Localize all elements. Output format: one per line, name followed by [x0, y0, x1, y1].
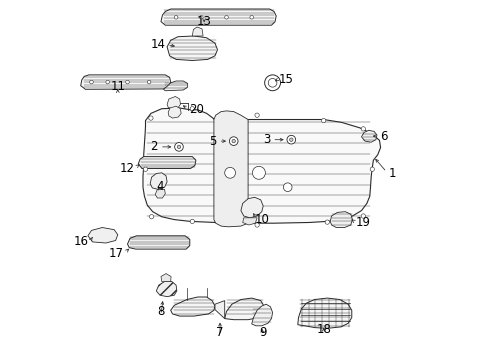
Text: 16: 16: [74, 235, 89, 248]
Polygon shape: [170, 297, 215, 316]
Circle shape: [268, 78, 276, 87]
Circle shape: [264, 75, 280, 91]
Polygon shape: [215, 301, 224, 319]
Text: 20: 20: [188, 103, 203, 116]
Text: 4: 4: [156, 180, 163, 193]
Circle shape: [369, 167, 374, 171]
Text: 14: 14: [150, 38, 165, 51]
Text: 2: 2: [150, 140, 158, 153]
Polygon shape: [168, 106, 181, 118]
Text: 11: 11: [110, 80, 125, 93]
Polygon shape: [127, 236, 189, 249]
Polygon shape: [167, 36, 217, 60]
Circle shape: [249, 15, 253, 19]
Circle shape: [199, 15, 203, 19]
Circle shape: [177, 145, 181, 149]
Text: 17: 17: [109, 247, 123, 260]
Circle shape: [190, 107, 194, 111]
Circle shape: [125, 80, 129, 84]
Text: 3: 3: [263, 133, 270, 146]
Circle shape: [229, 137, 238, 145]
Circle shape: [174, 143, 183, 151]
Polygon shape: [192, 27, 203, 36]
Polygon shape: [81, 75, 170, 89]
Text: 10: 10: [254, 213, 269, 226]
Polygon shape: [150, 173, 167, 189]
Circle shape: [321, 118, 325, 123]
Polygon shape: [138, 157, 196, 168]
Polygon shape: [242, 218, 257, 225]
Polygon shape: [88, 228, 118, 243]
Circle shape: [190, 219, 194, 224]
Circle shape: [174, 15, 178, 19]
Polygon shape: [161, 9, 276, 25]
Circle shape: [254, 113, 259, 117]
Circle shape: [143, 167, 147, 171]
Circle shape: [224, 167, 235, 178]
Circle shape: [106, 80, 109, 84]
Polygon shape: [161, 274, 171, 282]
Circle shape: [89, 80, 93, 84]
Text: 6: 6: [380, 130, 387, 143]
Polygon shape: [167, 96, 180, 109]
Polygon shape: [155, 189, 165, 198]
Text: 7: 7: [216, 326, 224, 339]
Polygon shape: [297, 298, 351, 328]
Text: 1: 1: [387, 167, 395, 180]
Circle shape: [254, 223, 259, 227]
Circle shape: [286, 135, 295, 144]
Polygon shape: [156, 282, 177, 297]
Circle shape: [231, 139, 235, 143]
Circle shape: [325, 220, 329, 224]
Text: 19: 19: [355, 216, 369, 229]
Circle shape: [224, 15, 228, 19]
Polygon shape: [251, 304, 272, 326]
Circle shape: [283, 183, 291, 192]
Text: 12: 12: [120, 162, 134, 175]
Text: 18: 18: [316, 323, 330, 336]
Circle shape: [149, 215, 153, 219]
Circle shape: [148, 116, 153, 120]
Polygon shape: [329, 212, 352, 228]
Text: 15: 15: [278, 73, 293, 86]
Polygon shape: [142, 108, 380, 223]
Text: 5: 5: [209, 135, 216, 148]
Polygon shape: [241, 197, 263, 218]
Polygon shape: [361, 130, 376, 142]
Text: 9: 9: [258, 326, 265, 339]
Circle shape: [361, 127, 365, 131]
Circle shape: [361, 214, 365, 218]
Circle shape: [147, 80, 151, 84]
Polygon shape: [163, 81, 187, 91]
Circle shape: [252, 166, 265, 179]
Polygon shape: [224, 298, 264, 320]
Polygon shape: [213, 111, 247, 227]
Text: 8: 8: [157, 305, 164, 318]
Text: 13: 13: [196, 15, 211, 28]
Circle shape: [289, 138, 292, 141]
